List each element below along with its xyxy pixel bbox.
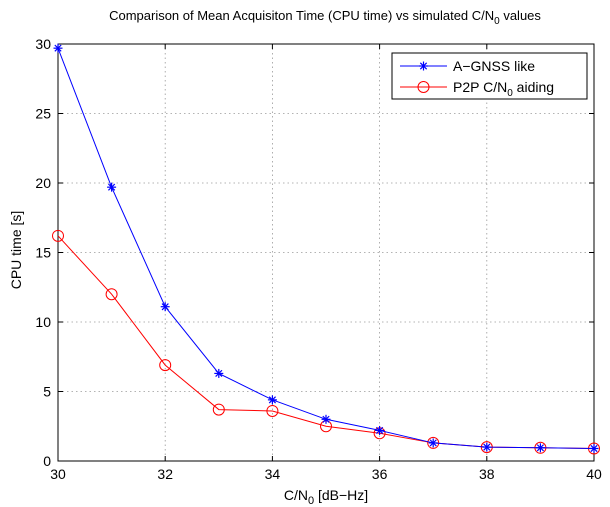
data-point [428,438,438,448]
series-1 [53,43,599,453]
y-tick-label: 20 [35,175,51,191]
y-tick-label: 5 [43,384,51,400]
grid [58,44,594,461]
data-point [589,443,599,453]
data-point [52,229,64,242]
x-tick-label: 38 [479,466,495,482]
legend-label: P2P C/N0 aiding [453,79,554,99]
legend-entry: P2P C/N0 aiding [400,79,554,99]
legend-label-text: P2P C/N [453,79,507,95]
y-tick-label: 30 [35,36,51,52]
data-point [159,359,172,372]
x-tick-label: 34 [265,466,281,482]
data-point [53,43,63,53]
data-point [107,182,117,192]
y-tick-label: 25 [35,106,51,122]
legend-entry: A−GNSS like [400,58,535,74]
data-point [266,404,279,417]
chart-title: Comparison of Mean Acquisiton Time (CPU … [109,8,541,27]
x-tick-label: 32 [157,466,173,482]
legend-label-suffix: aiding [513,79,554,95]
legend-marker [419,61,428,71]
legend-box [391,52,588,100]
y-axis-label: CPU time [s] [8,211,24,290]
data-point [375,425,385,435]
data-point [321,414,331,424]
series-line [57,47,595,449]
data-point [160,302,170,312]
x-tick-label: 30 [50,466,66,482]
data-point [267,395,277,405]
data-point [482,442,492,452]
axis-ticks: 30 32 34 36 38 40 0 5 10 15 20 25 30 [35,36,602,482]
x-tick-label: 36 [372,466,388,482]
y-tick-label: 15 [35,245,51,261]
data-point [214,368,224,378]
series-layer [52,43,600,455]
legend-label-text: A−GNSS like [453,58,535,74]
legend: A−GNSS like P2P C/N0 aiding [391,52,588,100]
x-tick-label: 40 [586,466,602,482]
data-point [105,288,118,301]
data-point [212,403,225,416]
x-axis-label: C/N0 [dB−Hz] [284,487,368,507]
data-point [535,443,545,453]
legend-label-subscript: 0 [507,88,513,99]
legend-label: A−GNSS like [453,58,535,74]
y-tick-label: 10 [35,314,51,330]
legend-marker [417,81,430,93]
y-tick-label: 0 [43,453,51,469]
